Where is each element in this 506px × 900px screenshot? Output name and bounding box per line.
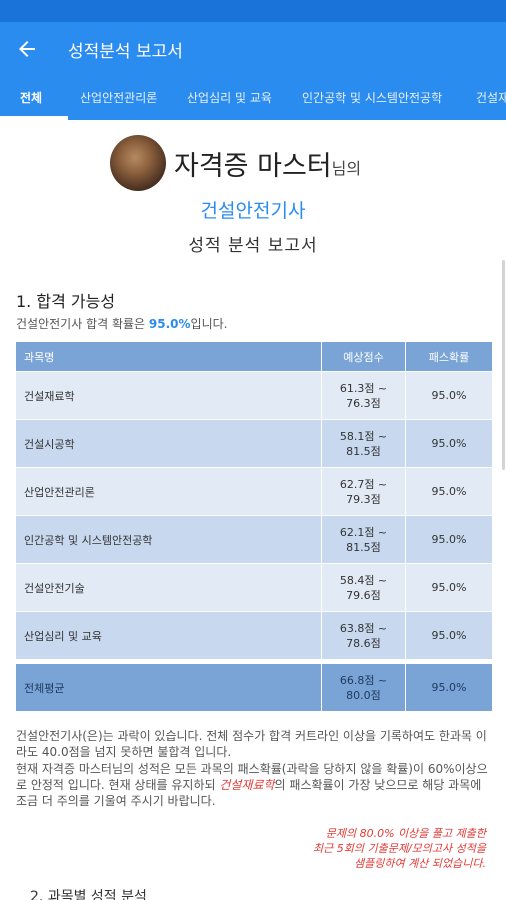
subject-cell: 건설시공학 xyxy=(16,420,322,467)
report-title: 성적 분석 보고서 xyxy=(188,236,318,256)
expected-score-cell: 61.3점 ~76.3점 xyxy=(322,372,406,419)
analysis-summary-suffix: 의 패스확률이 가장 낮으므로 해당 과목에 조금 더 주의를 기울여 주시기 … xyxy=(16,778,482,808)
tab-indicator xyxy=(0,116,68,120)
pass-probability-cell: 95.0% xyxy=(431,581,467,594)
table-average-row: 전체평균 66.8점 ~80.0점 95.0% xyxy=(16,664,492,712)
weakest-subject: 건설재료학 xyxy=(219,778,275,792)
expected-score-cell: 62.1점 ~81.5점 xyxy=(322,516,406,563)
average-expected-score: 66.8점 ~80.0점 xyxy=(322,664,406,711)
tab-industrial-psychology[interactable]: 산업심리 및 교육 xyxy=(187,91,272,105)
table-row: 산업안전관리론 62.7점 ~79.3점 95.0% xyxy=(16,468,492,516)
user-name-suffix: 님의 xyxy=(331,159,362,178)
table-row: 건설재료학 61.3점 ~76.3점 95.0% xyxy=(16,372,492,420)
arrow-left-icon xyxy=(19,41,35,57)
sampling-note-line: 문제의 80.0% 이상을 풀고 제출한 xyxy=(325,827,486,840)
pass-probability-suffix: 입니다. xyxy=(190,317,228,331)
analysis-summary-prefix: 현재 자격증 마스터님의 성적은 모든 과목의 패스확률(과락을 당하지 않을 … xyxy=(16,762,488,792)
subject-cell: 인간공학 및 시스템안전공학 xyxy=(16,516,322,563)
pass-probability-cell: 95.0% xyxy=(431,437,467,450)
page-title: 성적분석 보고서 xyxy=(68,41,183,62)
table-row: 산업심리 및 교육 63.8점 ~78.6점 95.0% xyxy=(16,612,492,660)
table-spacer xyxy=(16,660,492,664)
expected-score-cell: 58.4점 ~79.6점 xyxy=(322,564,406,611)
sampling-note: 문제의 80.0% 이상을 풀고 제출한 최근 5회의 기출문제/모의고사 성적… xyxy=(256,826,486,871)
score-table: 과목명 예상점수 패스확률 건설재료학 61.3점 ~76.3점 95.0% 건… xyxy=(16,342,492,712)
analysis-summary: 현재 자격증 마스터님의 성적은 모든 과목의 패스확률(과락을 당하지 않을 … xyxy=(16,761,492,809)
pass-probability-value: 95.0% xyxy=(148,317,191,331)
sampling-note-line: 샘플링하여 계산 되었습니다. xyxy=(354,857,486,870)
average-label: 전체평균 xyxy=(16,664,322,711)
cutoff-explanation: 건설안전기사(은)는 과락이 있습니다. 전체 점수가 합격 커트라인 이상을 … xyxy=(16,729,487,759)
pass-probability-line: 건설안전기사 합격 확률은 95.0%입니다. xyxy=(16,315,227,332)
table-header: 과목명 예상점수 패스확률 xyxy=(16,342,492,372)
back-button[interactable] xyxy=(0,22,54,76)
tab-industrial-safety-management[interactable]: 산업안전관리론 xyxy=(80,91,158,105)
expected-score-cell: 63.8점 ~78.6점 xyxy=(322,612,406,659)
pass-probability-cell: 95.0% xyxy=(431,485,467,498)
expected-score-cell: 62.7점 ~79.3점 xyxy=(322,468,406,515)
table-row: 건설안전기술 58.4점 ~79.6점 95.0% xyxy=(16,564,492,612)
profile-header: 자격증 마스터 님의 xyxy=(110,135,361,191)
tab-bar: 전체 산업안전관리론 산업심리 및 교육 인간공학 및 시스템안전공학 건설재료… xyxy=(0,76,506,120)
subject-cell: 산업안전관리론 xyxy=(16,468,322,515)
scrollbar[interactable] xyxy=(502,260,505,470)
subject-cell: 건설안전기술 xyxy=(16,564,322,611)
header-pass-probability: 패스확률 xyxy=(428,350,470,364)
section-subject-analysis-title: 2. 과목별 성적 분석 xyxy=(30,889,147,900)
exam-name: 건설안전기사 xyxy=(200,200,306,222)
header-subject: 과목명 xyxy=(16,342,322,371)
average-pass-probability: 95.0% xyxy=(431,681,467,694)
table-row: 인간공학 및 시스템안전공학 62.1점 ~81.5점 95.0% xyxy=(16,516,492,564)
sampling-note-line: 최근 5회의 기출문제/모의고사 성적을 xyxy=(313,842,486,855)
tab-all[interactable]: 전체 xyxy=(20,91,43,105)
tab-construction-materials[interactable]: 건설재료학 xyxy=(476,91,506,105)
tab-ergonomics[interactable]: 인간공학 및 시스템안전공학 xyxy=(302,91,443,105)
report-content[interactable]: 자격증 마스터 님의 건설안전기사 성적 분석 보고서 1. 합격 가능성 건설… xyxy=(0,120,506,900)
pass-probability-cell: 95.0% xyxy=(431,533,467,546)
pass-probability-cell: 95.0% xyxy=(431,629,467,642)
expected-score-cell: 58.1점 ~81.5점 xyxy=(322,420,406,467)
header-expected-score: 예상점수 xyxy=(322,342,406,371)
app-bar: 성적분석 보고서 xyxy=(0,22,506,76)
avatar xyxy=(110,135,166,191)
status-bar xyxy=(0,0,506,22)
pass-probability-prefix: 건설안전기사 합격 확률은 xyxy=(16,317,146,331)
table-row: 건설시공학 58.1점 ~81.5점 95.0% xyxy=(16,420,492,468)
subject-cell: 산업심리 및 교육 xyxy=(16,612,322,659)
user-name: 자격증 마스터 xyxy=(174,150,332,182)
pass-probability-cell: 95.0% xyxy=(431,389,467,402)
section-pass-possibility-title: 1. 합격 가능성 xyxy=(16,292,116,311)
subject-cell: 건설재료학 xyxy=(16,372,322,419)
